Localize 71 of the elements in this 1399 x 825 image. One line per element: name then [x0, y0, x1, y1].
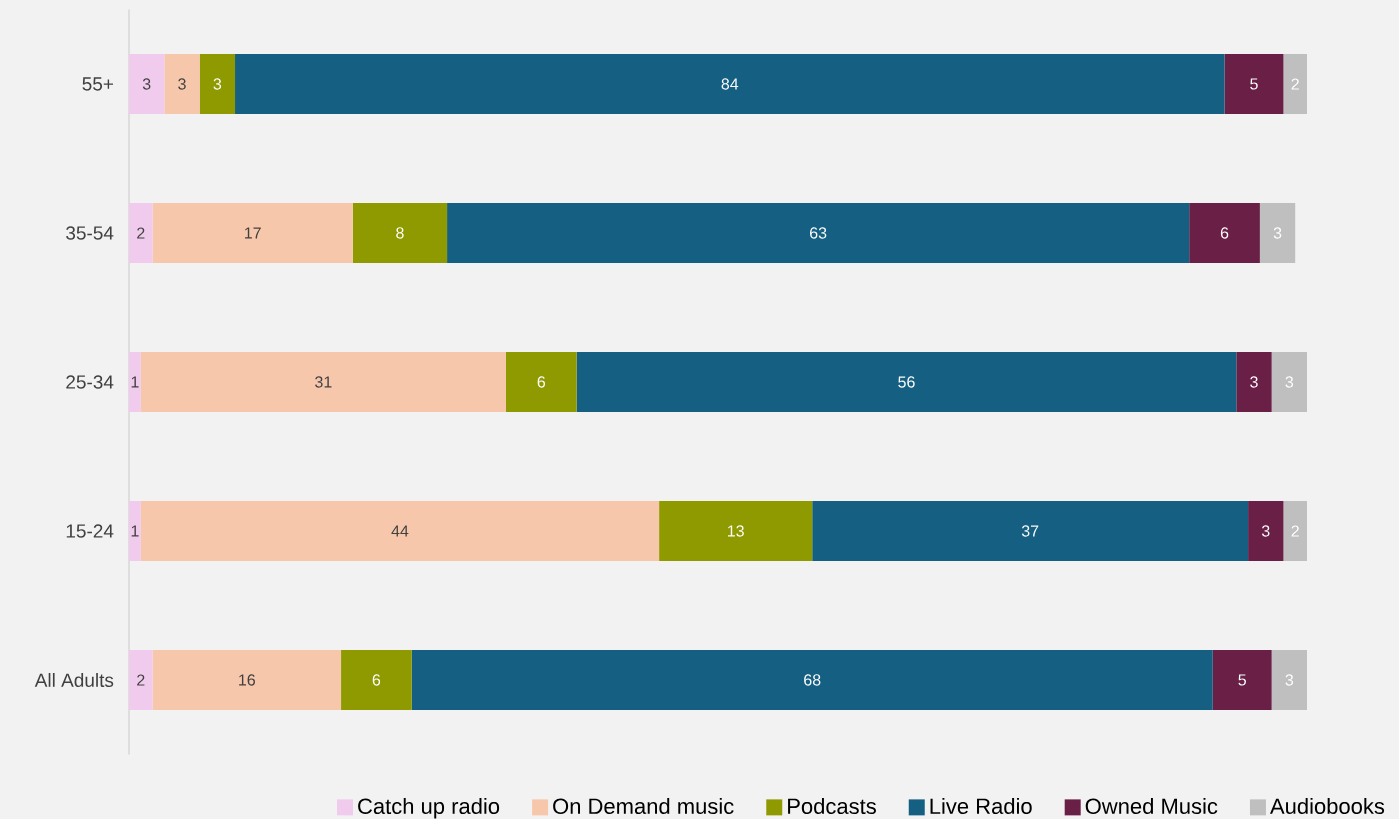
- data-label: 2: [137, 227, 145, 239]
- data-label: 3: [1273, 227, 1282, 239]
- data-label: 3: [1285, 376, 1294, 388]
- legend-label: Owned Music: [1085, 797, 1218, 815]
- bar: [812, 501, 1249, 562]
- data-label: 68: [804, 674, 821, 686]
- bar: [129, 352, 141, 413]
- bar: [1248, 501, 1284, 562]
- data-label: 56: [898, 376, 915, 388]
- data-label: 1: [131, 525, 139, 537]
- y-tick-label: 35-54: [66, 226, 114, 240]
- data-label: 5: [1238, 674, 1246, 686]
- data-label: 3: [142, 78, 151, 90]
- bar: [1224, 54, 1284, 115]
- bar: [140, 501, 660, 562]
- y-tick-label: 25-34: [66, 375, 114, 389]
- bar: [1189, 203, 1260, 264]
- bar: [164, 54, 200, 115]
- bar: [1283, 501, 1307, 562]
- bar: [1283, 54, 1307, 115]
- y-tick-label: All Adults: [34, 673, 114, 688]
- bar: [341, 650, 412, 711]
- data-label: 63: [810, 227, 827, 239]
- data-label: 5: [1250, 78, 1258, 90]
- data-label: 2: [1291, 78, 1299, 90]
- legend-label: On Demand music: [553, 797, 734, 815]
- data-label: 2: [1291, 525, 1299, 537]
- bar: [129, 54, 165, 115]
- bar: [576, 352, 1237, 413]
- data-label: 1: [131, 376, 139, 388]
- data-label: 44: [391, 525, 409, 537]
- bar: [505, 352, 577, 413]
- bar: [1212, 650, 1272, 711]
- data-label: 6: [1220, 227, 1229, 239]
- data-label: 8: [396, 227, 404, 239]
- bar: [140, 352, 506, 413]
- legend-label: Catch up radio: [358, 797, 500, 819]
- data-label: 3: [213, 78, 222, 90]
- data-label: 13: [728, 525, 744, 537]
- data-label: 31: [315, 376, 332, 388]
- bar: [352, 203, 448, 264]
- bar: [411, 650, 1213, 711]
- data-label: 37: [1021, 525, 1039, 537]
- data-label: 6: [537, 376, 546, 388]
- bar: [199, 54, 236, 115]
- data-label: 6: [372, 674, 381, 686]
- data-label: 3: [1250, 376, 1258, 388]
- bar: [129, 203, 153, 264]
- bar: [1271, 650, 1307, 711]
- legend-label: Audiobooks: [1269, 797, 1385, 815]
- data-label: 3: [1285, 674, 1294, 686]
- bar: [447, 203, 1190, 264]
- data-label: 17: [245, 227, 261, 239]
- data-label: 3: [178, 78, 186, 90]
- data-label: 2: [137, 674, 145, 686]
- bar: [129, 501, 141, 562]
- bar: [152, 203, 353, 264]
- legend-label: Podcasts: [788, 797, 876, 815]
- bar: [1271, 352, 1307, 413]
- data-label: 16: [239, 674, 255, 686]
- legend-label: Live Radio: [930, 797, 1032, 815]
- data-label: 3: [1261, 525, 1270, 537]
- data-label: 84: [721, 78, 739, 90]
- y-tick-label: 55+: [82, 77, 113, 91]
- bar: [235, 54, 1225, 115]
- bar: [129, 650, 153, 711]
- bar: [1236, 352, 1272, 413]
- bar: [1259, 203, 1296, 264]
- bar: [152, 650, 342, 711]
- y-tick-label: 15-24: [66, 524, 114, 538]
- bar: [659, 501, 813, 562]
